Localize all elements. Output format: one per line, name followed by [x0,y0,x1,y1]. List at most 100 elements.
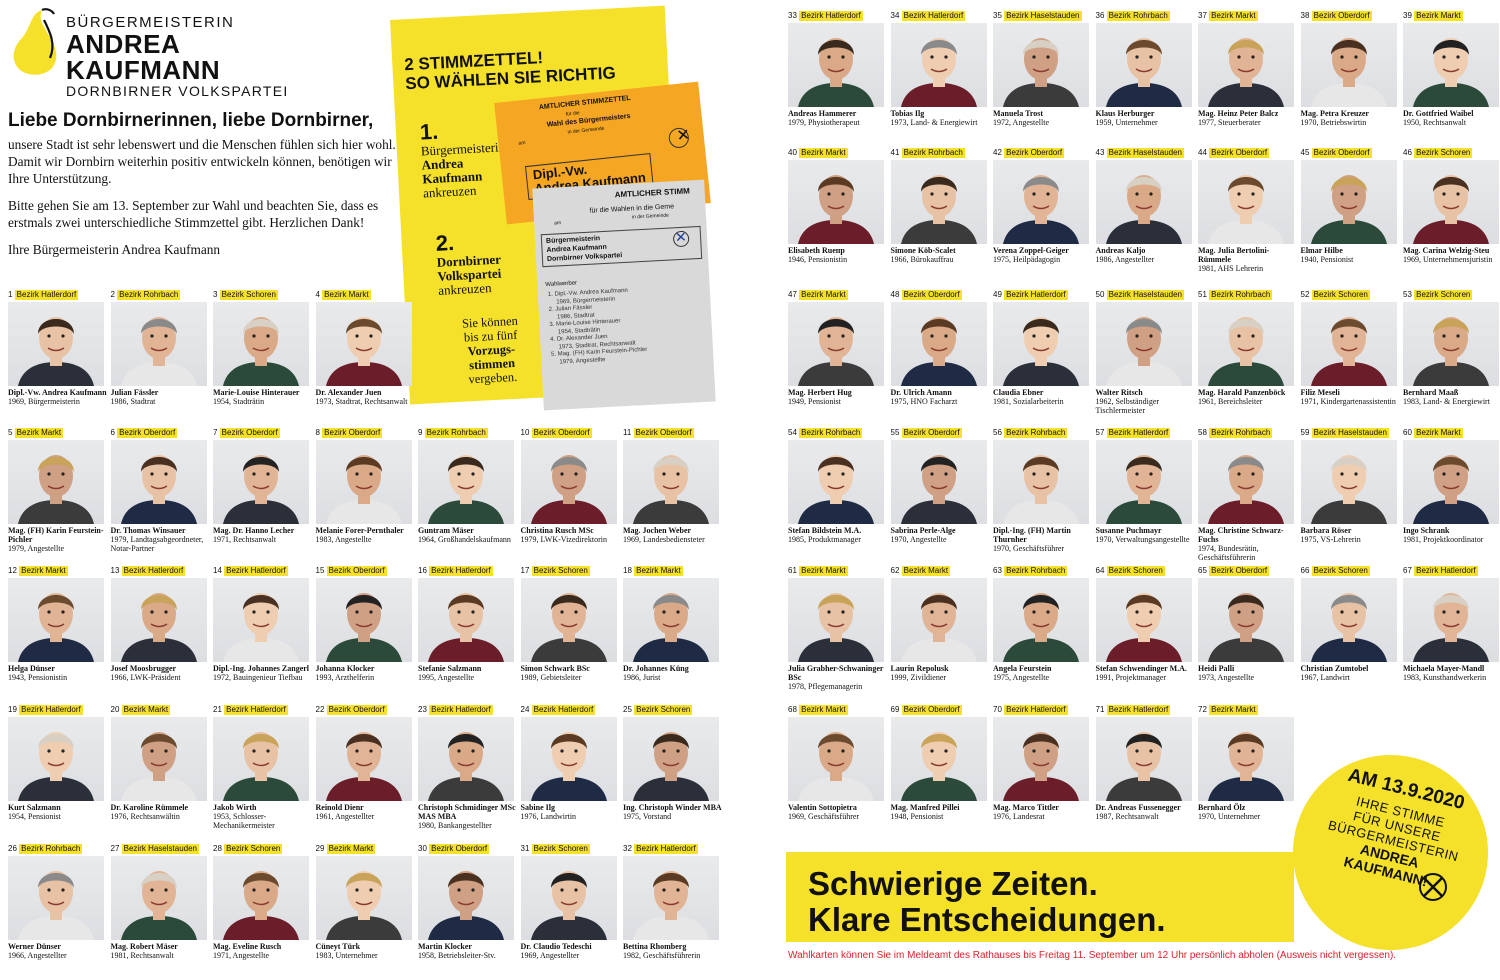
candidate-name: Walter Ritsch [1095,388,1143,397]
candidate-name: Angela Feurstein [993,664,1052,673]
candidate-number-line: 33 Bezirk Hatlerdorf [788,11,884,21]
candidate-number: 50 [1095,290,1107,299]
candidate-info: 1975, HNO Facharzt [890,397,958,406]
district-tag: Bezirk Oberdorf [322,428,383,438]
intro-letter: Liebe Dornbirnerinnen, liebe Dornbirner,… [8,110,403,268]
header-title-line3: DORNBIRNER VOLKSPARTEI [66,83,289,99]
candidate-name: Simon Schwark BSc [520,664,590,673]
candidate-number-line: 38 Bezirk Oberdorf [1301,11,1397,21]
grey-ballot-cross-icon: ✕ [674,228,688,246]
candidate-card: 70 Bezirk Hatlerdorf Mag. Marco Tittler 19… [993,705,1089,841]
candidate-name: Christian Zumtobel [1300,664,1369,673]
candidate-card: 9 Bezirk Rohrbach Guntram Mäser 1964, Groß… [418,428,514,564]
candidate-name: Julian Fässler [110,388,159,397]
candidate-number: 14 [213,566,225,575]
candidate-card: 5 Bezirk Markt Mag. (FH) Karin Feurstein-… [8,428,104,564]
district-tag: Bezirk Oberdorf [1209,148,1270,158]
candidate-info: 1962, Selbständiger Tischlermeister [1095,397,1160,415]
candidate-name: Bettina Rhomberg [623,942,687,951]
candidate-number: 66 [1300,566,1312,575]
candidate-card: 21 Bezirk Hatlerdorf Jakob Wirth 1953, Sch… [213,705,309,841]
candidate-number: 59 [1300,428,1312,437]
candidate-name: Stefan Schwendinger M.A. [1095,664,1187,673]
candidate-photo [8,302,104,386]
candidate-info: 1987, Rechtsanwalt [1095,812,1159,821]
candidate-photo [110,717,207,801]
candidate-card: 31 Bezirk Schoren Dr. Claudio Tedeschi 196… [520,844,617,980]
candidate-photo [213,440,309,524]
candidate-info: 1967, Landwirt [1300,673,1350,682]
candidate-info: 1970, Verwaltungsangestellte [1095,535,1190,544]
candidate-card: 29 Bezirk Markt Cüneyt Türk 1983, Unterneh… [315,844,412,980]
candidate-name: Sabine Ilg [520,803,555,812]
candidate-photo [993,440,1089,524]
district-tag: Bezirk Markt [1414,428,1463,438]
district-tag: Bezirk Oberdorf [1209,566,1270,576]
candidate-info: 1973, Stadtrat, Rechtsanwalt [315,397,408,406]
candidate-number: 2 [110,290,118,299]
candidate-name: Verena Zoppel-Geiger [993,246,1069,255]
candidate-photo [1095,440,1192,524]
candidate-number-line: 53 Bezirk Schoren [1403,290,1499,300]
candidate-number-line: 51 Bezirk Rohrbach [1198,290,1294,300]
candidate-name: Mag. Christine Schwarz-Fuchs [1198,526,1284,544]
candidate-card: 67 Bezirk Hatlerdorf Michaela Mayer-Mandl… [1403,566,1499,702]
candidate-photo [213,717,309,801]
candidate-card: 20 Bezirk Markt Dr. Karoline Rümmele 1976,… [110,705,207,841]
candidate-info: 1995, Angestellte [418,673,474,682]
candidate-photo [1300,23,1397,107]
intro-paragraph-2: Bitte gehen Sie am 13. September zur Wah… [8,198,379,230]
candidate-info: 1943, Pensionistin [8,673,68,682]
candidate-name: Johanna Klocker [315,664,375,673]
candidate-card: 71 Bezirk Hatlerdorf Dr. Andreas Fusseneg… [1095,705,1192,841]
candidate-photo [890,23,987,107]
candidate-number-line: 18 Bezirk Markt [623,566,719,576]
candidate-number-line: 48 Bezirk Oberdorf [891,290,987,300]
candidate-info: 1958, Betriebsleiter-Stv. [418,951,496,960]
candidate-number: 19 [8,705,20,714]
candidate-number-line: 41 Bezirk Rohrbach [891,148,987,158]
candidate-number: 60 [1403,428,1415,437]
district-tag: Bezirk Rohrbach [19,844,83,854]
candidate-card: 8 Bezirk Oberdorf Melanie Forer-Pernthale… [315,428,412,564]
candidate-photo [890,160,987,244]
candidate-number-line: 3 Bezirk Schoren [213,290,309,300]
candidate-number: 29 [315,844,327,853]
district-tag: Bezirk Markt [634,566,683,576]
district-tag: Bezirk Oberdorf [1311,11,1372,21]
candidate-number: 47 [788,290,800,299]
candidate-photo [213,578,309,662]
candidate-card: 16 Bezirk Hatlerdorf Stefanie Salzmann 199… [418,566,514,702]
candidate-number: 40 [788,148,800,157]
district-tag: Bezirk Hatlerdorf [121,566,186,576]
candidate-name: Julia Grabher-Schwaninger BSc [788,664,884,682]
candidate-number-line: 21 Bezirk Hatlerdorf [213,705,309,715]
candidate-number: 36 [1095,11,1107,20]
candidate-number-line: 20 Bezirk Markt [111,705,207,715]
candidate-name: Dr. Thomas Winsauer [110,526,186,535]
candidate-card: 24 Bezirk Hatlerdorf Sabine Ilg 1976, Land… [520,705,617,841]
candidate-name: Marie-Louise Hinterauer [213,388,300,397]
district-tag: Bezirk Markt [901,566,951,576]
candidate-photo [993,302,1089,386]
candidate-info: 1976, Landesrat [993,812,1045,821]
district-tag: Bezirk Oberdorf [326,705,387,715]
candidate-photo [1300,440,1397,524]
candidate-name: Ingo Schrank [1403,526,1450,535]
candidate-card: 44 Bezirk Oberdorf Mag. Julia Bertolini-R… [1198,148,1294,284]
candidate-number: 4 [315,290,323,299]
candidate-card: 56 Bezirk Rohrbach Dipl.-Ing. (FH) Martin… [993,428,1089,564]
candidate-info: 1979, Landtagsabgeordneter, Notar-Partne… [110,535,204,553]
candidate-number: 37 [1198,11,1210,20]
candidate-info: 1972, Bauingenieur Tiefbau [213,673,303,682]
district-tag: Bezirk Oberdorf [633,428,694,438]
candidate-info: 1969, Landesbediensteter [623,535,705,544]
candidate-info: 1969, Unternehmensjuristin [1403,255,1493,264]
district-tag: Bezirk Hatlerdorf [1004,290,1068,300]
district-tag: Bezirk Schoren [1414,290,1473,300]
candidate-number: 41 [890,148,902,157]
candidate-number-line: 19 Bezirk Hatlerdorf [8,705,104,715]
candidate-number-line: 69 Bezirk Oberdorf [891,705,987,715]
candidate-info: 1948, Pensionist [890,812,944,821]
candidate-number-line: 27 Bezirk Haselstauden [111,844,207,854]
